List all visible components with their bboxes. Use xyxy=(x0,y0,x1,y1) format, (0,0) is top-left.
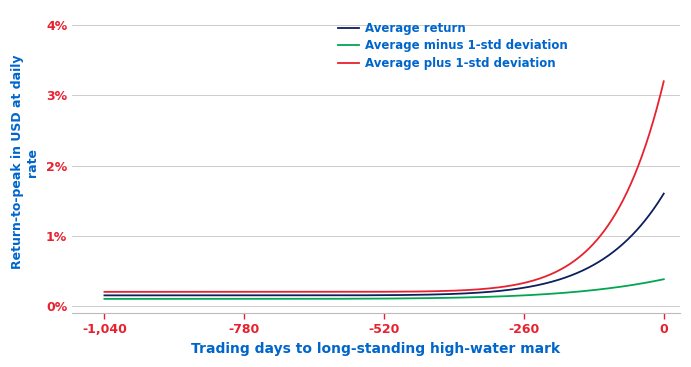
Line: Average minus 1-std deviation: Average minus 1-std deviation xyxy=(104,279,664,299)
Average return xyxy=(333,293,341,298)
Line: Average plus 1-std deviation: Average plus 1-std deviation xyxy=(104,81,664,292)
Average return xyxy=(277,293,285,298)
Average minus 1-std deviation xyxy=(660,277,668,281)
Average return xyxy=(589,263,597,268)
Average plus 1-std deviation xyxy=(333,290,341,294)
Average return xyxy=(660,192,668,196)
Average minus 1-std deviation xyxy=(600,287,608,291)
Average plus 1-std deviation xyxy=(111,290,119,294)
Average plus 1-std deviation xyxy=(100,290,108,294)
Average minus 1-std deviation xyxy=(100,297,108,301)
Average minus 1-std deviation xyxy=(589,288,597,292)
Legend: Average return, Average minus 1-std deviation, Average plus 1-std deviation: Average return, Average minus 1-std devi… xyxy=(333,17,573,75)
Average return xyxy=(600,256,608,261)
Average minus 1-std deviation xyxy=(277,297,285,301)
Line: Average return: Average return xyxy=(104,194,664,295)
Average minus 1-std deviation xyxy=(521,293,529,298)
X-axis label: Trading days to long-standing high-water mark: Trading days to long-standing high-water… xyxy=(191,342,560,356)
Average plus 1-std deviation xyxy=(277,290,285,294)
Average plus 1-std deviation xyxy=(521,280,529,285)
Average plus 1-std deviation xyxy=(660,79,668,84)
Average plus 1-std deviation xyxy=(600,229,608,233)
Average minus 1-std deviation xyxy=(333,297,341,301)
Average return xyxy=(100,293,108,298)
Average minus 1-std deviation xyxy=(111,297,119,301)
Average return xyxy=(521,286,529,290)
Y-axis label: Return-to-peak in USD at daily
rate: Return-to-peak in USD at daily rate xyxy=(11,55,39,269)
Average return xyxy=(111,293,119,298)
Average plus 1-std deviation xyxy=(589,242,597,247)
